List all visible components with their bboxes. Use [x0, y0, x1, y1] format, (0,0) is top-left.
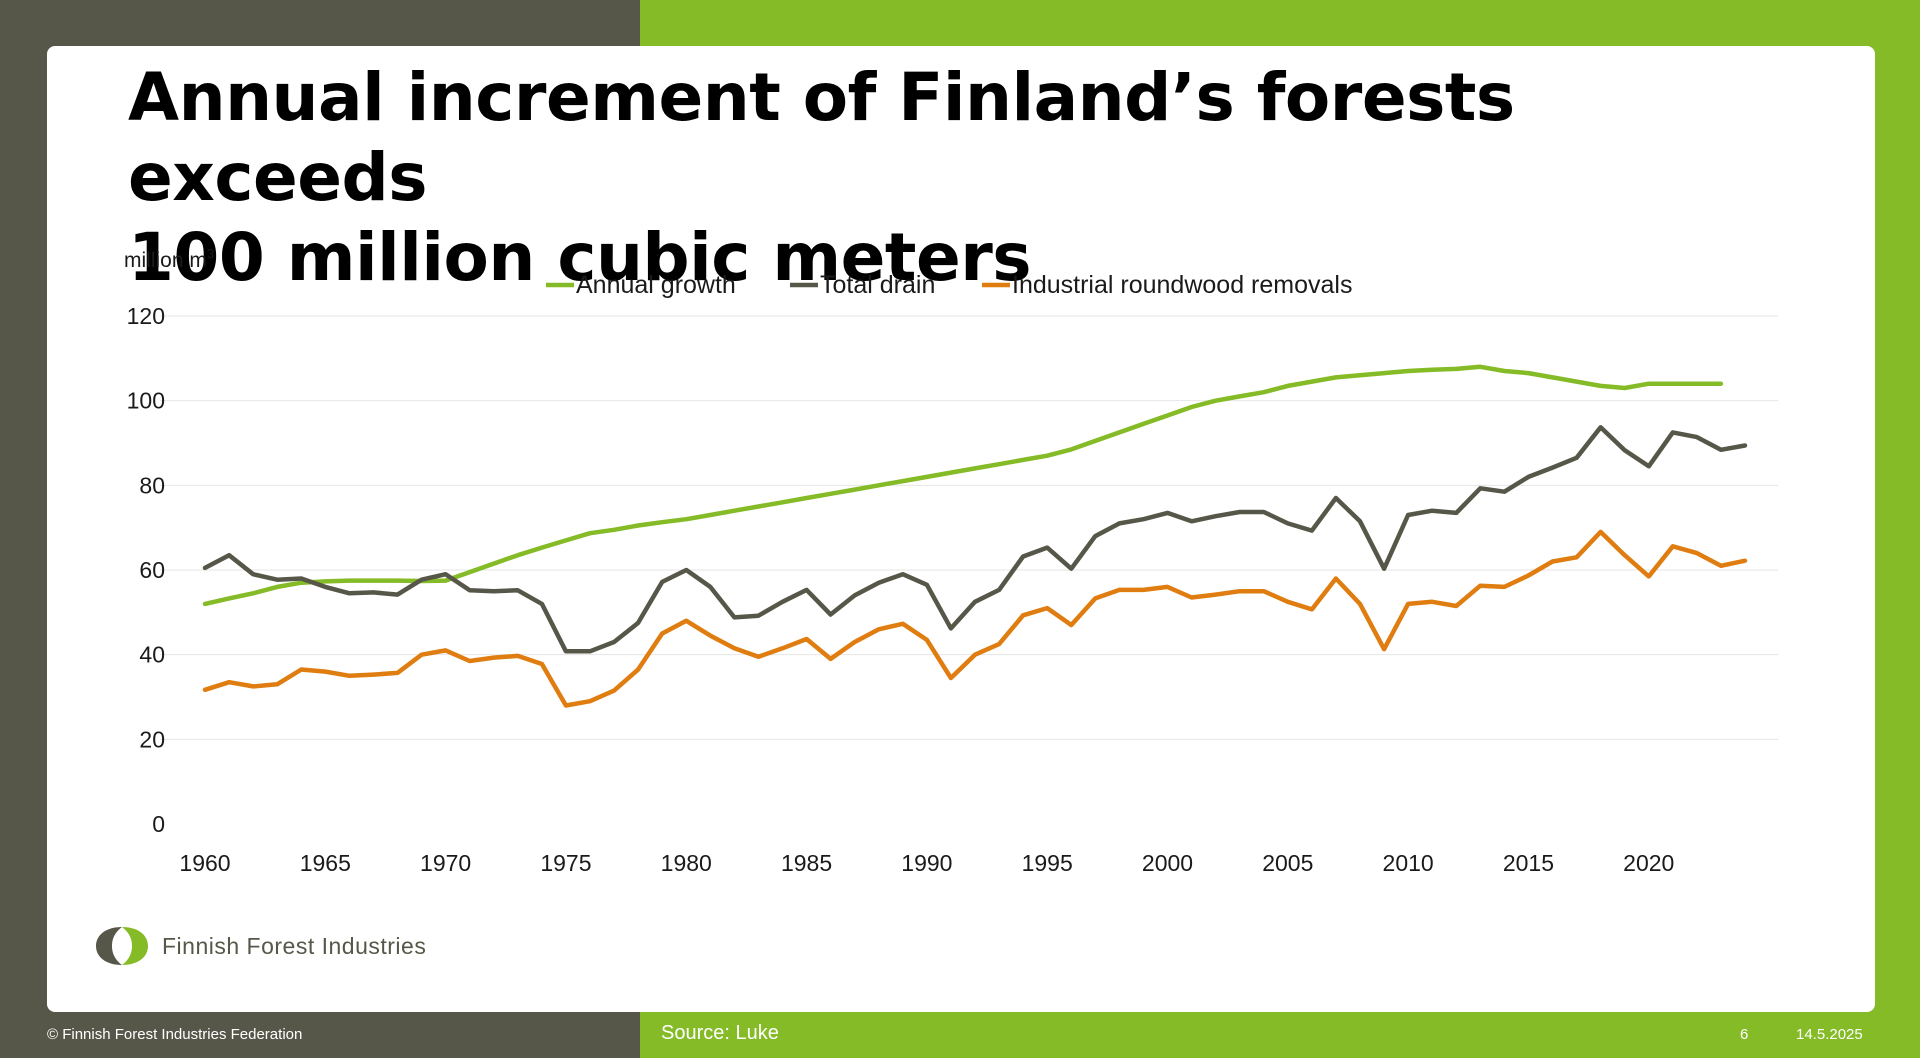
logo: Finnish Forest Industries: [94, 925, 426, 967]
x-tick-label: 1965: [300, 850, 351, 876]
title-line-2: 100 million cubic meters: [128, 219, 1032, 296]
page-number: 6: [1740, 1026, 1749, 1043]
copyright-text: © Finnish Forest Industries Federation: [47, 1026, 303, 1043]
slide-card: [47, 46, 1875, 1012]
y-tick-label: 80: [139, 472, 165, 498]
series-lines: [202, 364, 1748, 708]
legend-label-0: Annual growth: [576, 271, 736, 299]
y-tick-label: 120: [127, 303, 165, 329]
x-axis-ticks: 1960 1965 1970 1975 1980 1985 1990 1995 2000 2005…: [179, 850, 1674, 876]
x-tick-label: 1960: [179, 850, 230, 876]
x-tick-label: 1985: [781, 850, 832, 876]
y-tick-label: 40: [139, 642, 165, 668]
x-tick-label: 2005: [1262, 850, 1313, 876]
gridlines: [160, 315, 1778, 740]
y-axis-label: million m3: [124, 246, 214, 273]
slide-title: Annual increment of Finland’s forests ex…: [128, 58, 1828, 298]
y-axis-label-superscript: 3: [206, 246, 215, 261]
series-line-0: [202, 364, 1724, 607]
x-tick-label: 2020: [1623, 850, 1674, 876]
x-tick-label: 1975: [540, 850, 591, 876]
legend-label-1: Total drain: [820, 271, 935, 299]
x-tick-label: 1980: [661, 850, 712, 876]
x-tick-label: 2015: [1503, 850, 1554, 876]
y-tick-label: 0: [152, 811, 165, 837]
x-tick-label: 2000: [1142, 850, 1193, 876]
y-axis-label-text: million m: [124, 249, 207, 272]
x-tick-label: 1995: [1022, 850, 1073, 876]
title-line-1: Annual increment of Finland’s forests ex…: [128, 59, 1515, 216]
logo-text: Finnish Forest Industries: [162, 932, 427, 959]
source-text: Source: Luke: [661, 1022, 779, 1044]
y-axis-ticks: 0 20 40 60 80 100 120: [127, 303, 165, 837]
series-line-1: [202, 425, 1748, 654]
x-tick-label: 1970: [420, 850, 471, 876]
series-line-2: [202, 529, 1748, 708]
x-tick-label: 1990: [901, 850, 952, 876]
x-tick-label: 2010: [1383, 850, 1434, 876]
finnish-forest-industries-logo-icon: [96, 927, 148, 965]
slide-date: 14.5.2025: [1796, 1026, 1863, 1043]
y-tick-label: 100: [127, 388, 165, 414]
y-tick-label: 20: [139, 726, 165, 752]
y-tick-label: 60: [139, 557, 165, 583]
legend: Annual growth Total drain Industrial round…: [546, 271, 1352, 299]
legend-label-2: Industrial roundwood removals: [1012, 271, 1352, 299]
